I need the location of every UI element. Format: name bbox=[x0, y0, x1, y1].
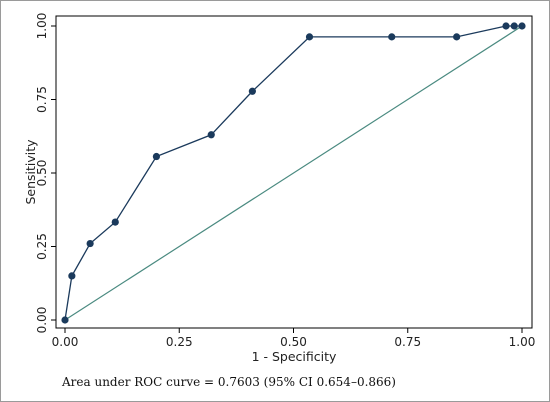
x-tick-label: 1.00 bbox=[509, 335, 536, 349]
roc-point bbox=[248, 87, 256, 95]
roc-point bbox=[518, 22, 526, 30]
roc-point bbox=[61, 316, 69, 324]
x-tick-label: 0.00 bbox=[52, 335, 79, 349]
roc-point bbox=[388, 33, 396, 41]
y-tick-label: 0.50 bbox=[35, 160, 49, 187]
x-tick-label: 0.75 bbox=[394, 335, 421, 349]
reference-diagonal-line bbox=[64, 25, 523, 321]
series-layer bbox=[61, 22, 526, 324]
x-axis-title: 1 - Specificity bbox=[252, 349, 337, 364]
x-tick-label: 0.25 bbox=[166, 335, 193, 349]
y-tick-label: 0.75 bbox=[35, 86, 49, 113]
roc-point bbox=[152, 152, 160, 161]
y-axis-title: Sensitivity bbox=[23, 139, 38, 205]
y-axis: 0.00 0.25 0.50 0.75 1.00 bbox=[35, 13, 56, 334]
roc-point bbox=[502, 22, 510, 30]
x-axis: 0.00 0.25 0.50 0.75 1.00 bbox=[52, 328, 536, 349]
auc-annotation: Area under ROC curve = 0.7603 (95% CI 0.… bbox=[61, 375, 396, 389]
y-tick-label: 0.00 bbox=[35, 307, 49, 334]
roc-point bbox=[510, 22, 518, 30]
roc-point bbox=[111, 218, 119, 226]
roc-point bbox=[68, 272, 76, 280]
y-tick-label: 1.00 bbox=[35, 13, 49, 40]
roc-point bbox=[207, 131, 215, 139]
y-tick-label: 0.25 bbox=[35, 233, 49, 260]
roc-point bbox=[305, 33, 314, 41]
roc-point bbox=[86, 239, 94, 248]
x-tick-label: 0.50 bbox=[280, 335, 307, 349]
roc-point bbox=[453, 33, 461, 41]
